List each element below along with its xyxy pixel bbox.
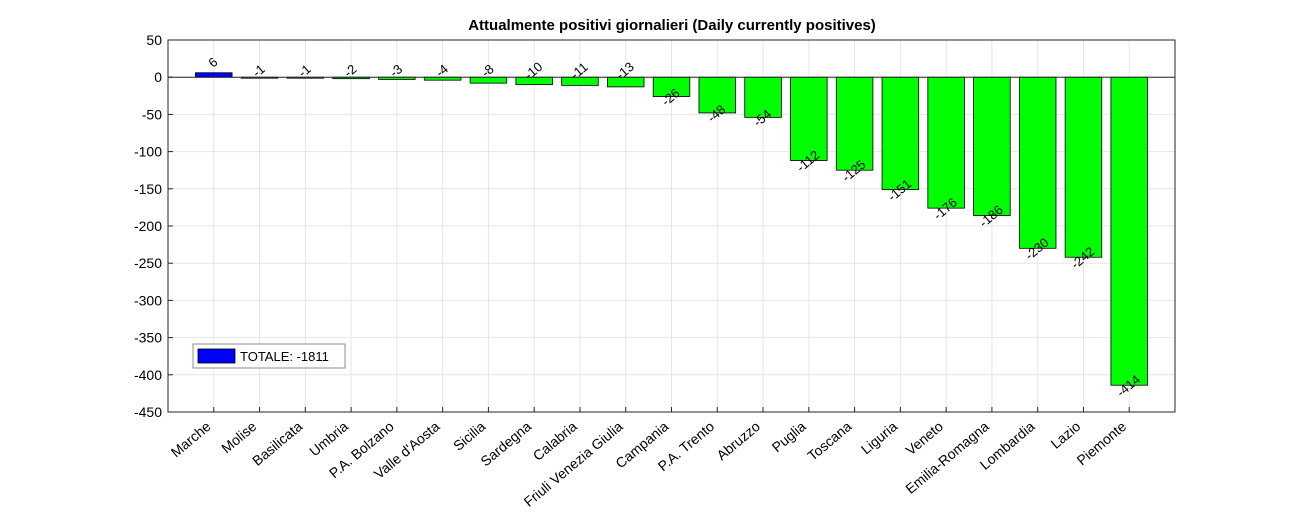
y-tick-label: -400: [134, 367, 162, 383]
bar: [1064, 76, 1103, 258]
bar: [698, 76, 736, 114]
x-tick-label: Sardegna: [477, 418, 534, 469]
y-tick-label: -300: [134, 292, 162, 308]
y-tick-label: -150: [134, 181, 162, 197]
y-tick-label: -350: [134, 330, 162, 346]
x-tick-label: Toscana: [804, 418, 854, 464]
bar: [1018, 76, 1057, 249]
legend-swatch: [197, 348, 236, 364]
x-tick-label: Abruzzo: [713, 418, 763, 463]
bars: [195, 72, 1148, 386]
y-axis-ticks: 50 0 -50 -100 -150 -200 -250 -300 -350 -400 -450: [134, 32, 173, 420]
x-tick-label: Molise: [218, 418, 259, 456]
x-tick-label: Marche: [168, 418, 214, 460]
bar: [835, 76, 874, 171]
y-tick-label: -50: [142, 106, 162, 122]
x-tick-label: Puglia: [769, 418, 809, 455]
y-tick-label: 0: [154, 69, 162, 85]
x-tick-label: Emilia-Romagna: [902, 418, 992, 497]
bar: [927, 76, 965, 209]
bar: [881, 76, 920, 190]
y-tick-label: -450: [134, 404, 162, 420]
x-tick-label: Liguria: [858, 418, 901, 457]
bar: [1110, 76, 1148, 386]
bar: [744, 76, 782, 118]
bar: [973, 76, 1011, 216]
legend: TOTALE: -1811: [192, 343, 346, 369]
x-tick-label: Sicilia: [450, 418, 488, 454]
x-tick-label: Lazio: [1047, 418, 1083, 452]
legend-label: TOTALE: -1811: [240, 349, 329, 364]
x-tick-label: Piemonte: [1074, 418, 1130, 468]
x-tick-label: Basilicata: [249, 418, 305, 469]
chart-title: Attualmente positivi giornalieri (Daily …: [468, 17, 876, 34]
y-tick-label: 50: [146, 32, 162, 48]
bar: [195, 72, 233, 78]
bar: [790, 76, 828, 161]
data-label: 6: [205, 54, 220, 70]
y-tick-label: -250: [134, 255, 162, 271]
y-tick-label: -200: [134, 218, 162, 234]
y-tick-label: -100: [134, 144, 162, 160]
